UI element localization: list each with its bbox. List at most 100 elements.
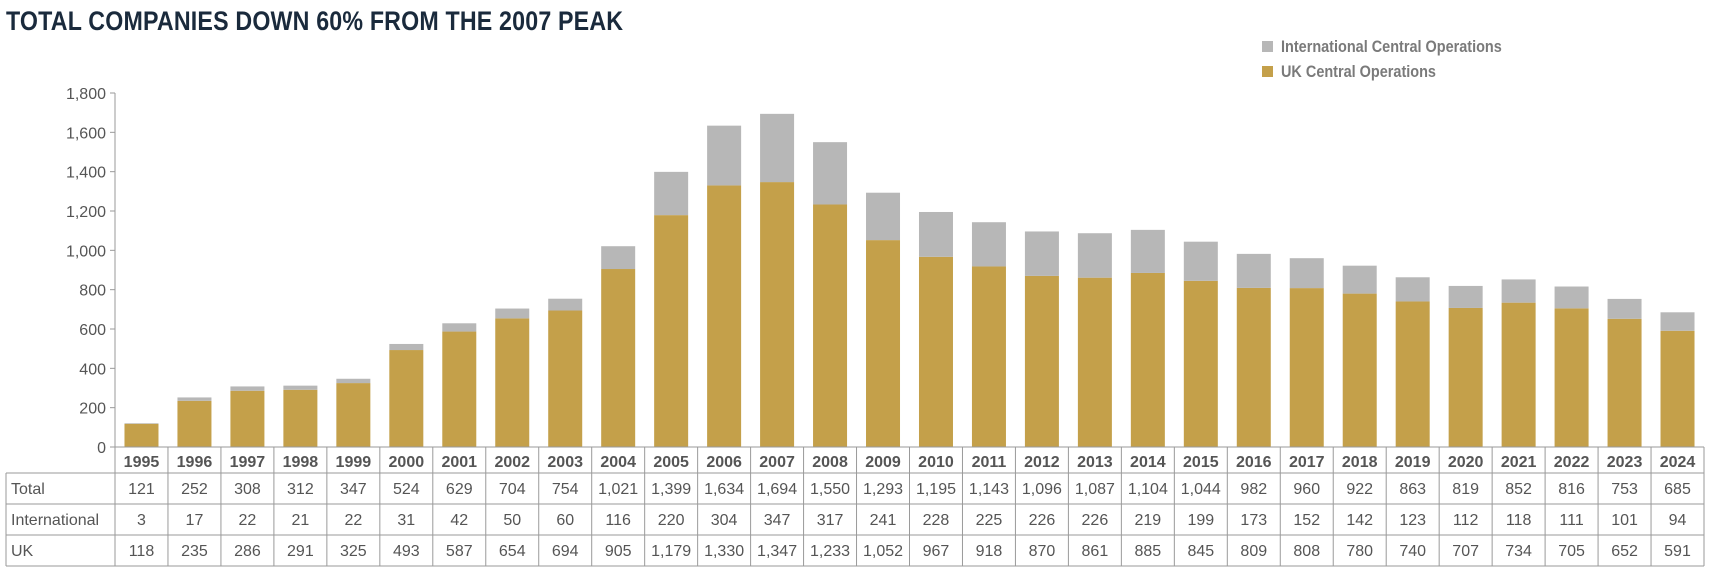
table-cell: 1,634 xyxy=(704,481,744,498)
table-cell: 861 xyxy=(1082,543,1109,560)
bar-uk xyxy=(283,389,318,447)
table-cell: 918 xyxy=(976,543,1003,560)
legend-swatch-international xyxy=(1262,41,1273,52)
legend-swatch-uk xyxy=(1262,66,1273,77)
bar-international xyxy=(442,323,477,332)
bar-uk xyxy=(1183,280,1218,447)
table-cell: 60 xyxy=(556,512,574,529)
table-cell: 524 xyxy=(393,481,420,498)
bar-uk xyxy=(813,204,848,447)
x-tick-label: 1996 xyxy=(177,454,213,471)
bar-international xyxy=(548,298,583,311)
table-cell: 1,694 xyxy=(757,481,797,498)
x-tick-label: 2001 xyxy=(441,454,477,471)
bar-international xyxy=(1077,233,1112,278)
x-tick-label: 2012 xyxy=(1024,454,1060,471)
bar-international xyxy=(813,142,848,205)
table-cell: 905 xyxy=(605,543,632,560)
bar-uk xyxy=(760,182,795,447)
bar-international xyxy=(230,386,265,391)
x-tick-label: 2004 xyxy=(600,454,636,471)
table-cell: 652 xyxy=(1611,543,1638,560)
bar-uk xyxy=(1342,293,1377,447)
table-cell: 852 xyxy=(1505,481,1532,498)
table-cell: 753 xyxy=(1611,481,1638,498)
table-cell: 142 xyxy=(1346,512,1373,529)
bar-uk xyxy=(389,350,424,447)
y-tick-label: 800 xyxy=(79,283,106,300)
x-tick-label: 1995 xyxy=(124,454,160,471)
legend-item-international: International Central Operations xyxy=(1262,34,1541,59)
table-cell: 325 xyxy=(340,543,367,560)
bar-international xyxy=(654,171,689,216)
bar-international xyxy=(1183,241,1218,281)
x-tick-label: 2011 xyxy=(972,454,1007,471)
table-cell: 312 xyxy=(287,481,314,498)
bar-international xyxy=(760,113,795,183)
bar-international xyxy=(971,222,1006,267)
table-cell: 116 xyxy=(605,512,631,529)
table-cell: 112 xyxy=(1453,512,1479,529)
table-cell: 101 xyxy=(1611,512,1638,529)
bar-uk xyxy=(1024,275,1059,447)
table-cell: 226 xyxy=(1082,512,1109,529)
bar-uk xyxy=(918,256,953,447)
table-cell: 1,233 xyxy=(810,543,850,560)
bar-international xyxy=(495,308,530,319)
x-tick-label: 1998 xyxy=(283,454,319,471)
x-tick-label: 2010 xyxy=(918,454,954,471)
table-cell: 1,052 xyxy=(863,543,903,560)
table-cell: 694 xyxy=(552,543,579,560)
table-cell: 235 xyxy=(181,543,208,560)
x-tick-label: 2014 xyxy=(1130,454,1166,471)
table-cell: 226 xyxy=(1029,512,1056,529)
table-row-label: UK xyxy=(11,543,34,560)
x-tick-label: 2000 xyxy=(389,454,425,471)
bar-uk xyxy=(601,269,636,447)
table-cell: 982 xyxy=(1240,481,1267,498)
x-tick-label: 2020 xyxy=(1448,454,1484,471)
bar-international xyxy=(601,246,636,270)
chart-title: TOTAL COMPANIES DOWN 60% FROM THE 2007 P… xyxy=(6,6,624,36)
bar-uk xyxy=(230,390,265,447)
table-cell: 654 xyxy=(499,543,526,560)
x-tick-label: 2003 xyxy=(547,454,583,471)
table-cell: 819 xyxy=(1452,481,1479,498)
legend: International Central Operations UK Cent… xyxy=(1262,34,1541,84)
bar-uk xyxy=(1501,302,1536,447)
bar-uk xyxy=(654,215,689,447)
table-cell: 870 xyxy=(1029,543,1056,560)
x-tick-label: 2009 xyxy=(865,454,901,471)
x-tick-label: 2006 xyxy=(706,454,742,471)
y-tick-label: 1,600 xyxy=(66,125,106,142)
bar-uk xyxy=(971,266,1006,447)
bar-uk xyxy=(124,423,159,447)
table-cell: 31 xyxy=(397,512,415,529)
table-cell: 808 xyxy=(1293,543,1320,560)
bar-uk xyxy=(1448,307,1483,447)
bar-international xyxy=(707,125,742,186)
table-cell: 121 xyxy=(128,481,155,498)
y-tick-label: 1,800 xyxy=(66,86,106,103)
bar-international xyxy=(1660,312,1695,331)
x-tick-label: 2021 xyxy=(1501,454,1537,471)
x-tick-label: 2008 xyxy=(812,454,848,471)
table-cell: 809 xyxy=(1240,543,1267,560)
bar-uk xyxy=(548,310,583,447)
table-cell: 1,143 xyxy=(969,481,1009,498)
table-cell: 734 xyxy=(1505,543,1532,560)
bar-uk xyxy=(1077,277,1112,447)
table-cell: 225 xyxy=(976,512,1003,529)
table-cell: 960 xyxy=(1293,481,1320,498)
y-tick-label: 1,200 xyxy=(66,204,106,221)
table-cell: 123 xyxy=(1399,512,1426,529)
bar-international xyxy=(1236,253,1271,288)
bar-international xyxy=(918,211,953,257)
bar-international xyxy=(283,385,318,390)
bar-international xyxy=(1501,279,1536,303)
table-cell: 286 xyxy=(234,543,261,560)
table-cell: 705 xyxy=(1558,543,1585,560)
table-cell: 252 xyxy=(181,481,208,498)
bar-uk xyxy=(1554,308,1589,447)
